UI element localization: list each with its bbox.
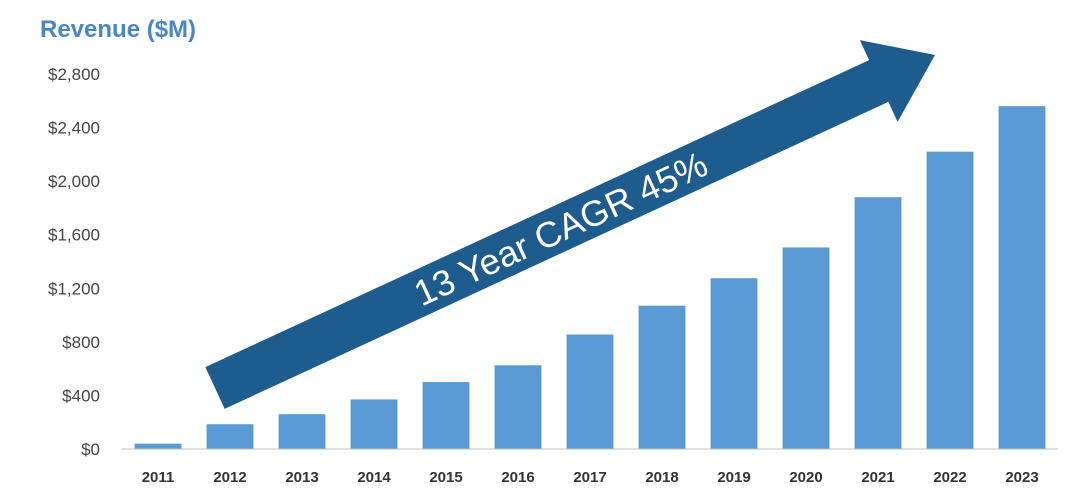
x-tick-label: 2023 — [1005, 469, 1038, 486]
x-tick-label: 2022 — [933, 469, 966, 486]
bar-2019 — [710, 278, 758, 449]
y-tick-label: $1,200 — [48, 279, 100, 298]
bar-2015 — [422, 382, 470, 449]
x-tick-label: 2021 — [861, 469, 894, 486]
bars — [134, 106, 1046, 450]
y-tick-label: $2,800 — [48, 65, 100, 84]
x-tick-label: 2019 — [717, 469, 750, 486]
x-tick-label: 2011 — [142, 469, 175, 486]
bar-2022 — [926, 151, 974, 449]
y-axis: $0 $400 $800 $1,200 $1,600 $2,000 $2,400 $2,800 — [48, 65, 100, 459]
y-tick-label: $400 — [62, 386, 100, 405]
y-tick-label: $2,000 — [48, 172, 100, 191]
bar-2016 — [494, 365, 542, 449]
arrow-shape — [205, 40, 936, 409]
x-tick-label: 2012 — [213, 469, 246, 486]
bar-2011 — [134, 443, 182, 449]
x-tick-label: 2015 — [429, 469, 462, 486]
y-tick-label: $1,600 — [48, 226, 100, 245]
x-tick-label: 2018 — [645, 469, 678, 486]
chart-title: Revenue ($M) — [40, 16, 197, 43]
x-tick-label: 2013 — [285, 469, 318, 486]
bar-2021 — [854, 197, 902, 449]
y-tick-label: $2,400 — [48, 119, 100, 138]
x-tick-label: 2020 — [789, 469, 822, 486]
cagr-annotation: 13 Year CAGR 45% — [408, 143, 714, 314]
bar-2017 — [566, 334, 614, 449]
y-tick-label: $800 — [62, 333, 100, 352]
bar-2012 — [206, 424, 254, 449]
bar-2023 — [998, 106, 1046, 450]
x-tick-label: 2017 — [573, 469, 606, 486]
y-tick-label: $0 — [81, 440, 100, 459]
bar-2018 — [638, 305, 686, 449]
x-tick-label: 2016 — [501, 469, 534, 486]
x-tick-label: 2014 — [357, 469, 391, 486]
bar-2020 — [782, 247, 830, 449]
bar-2013 — [278, 414, 326, 449]
bar-2014 — [350, 399, 398, 449]
x-axis: 2011 2012 2013 2014 2015 2016 2017 2018 2019 2020… — [142, 469, 1039, 486]
